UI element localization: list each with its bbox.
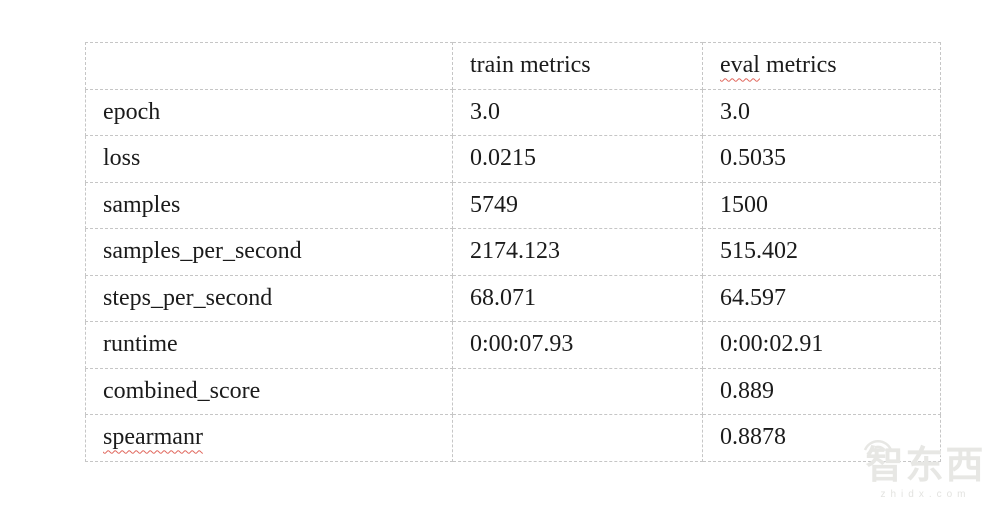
eval-value: 0.5035 <box>702 135 941 183</box>
table-row-runtime: runtime 0:00:07.93 0:00:02.91 <box>85 321 941 369</box>
watermark-site-text: zhidx.com <box>880 488 971 500</box>
header-eval-rest: metrics <box>759 52 837 79</box>
table-row-loss: loss 0.0215 0.5035 <box>85 135 941 183</box>
eval-value: 0.8878 <box>702 414 941 462</box>
train-value <box>452 414 703 462</box>
watermark-wifi-icon <box>863 440 893 452</box>
table-row-steps-per-second: steps_per_second 68.071 64.597 <box>85 274 941 322</box>
train-value: 68.071 <box>452 274 703 322</box>
watermark-logo-text: 智东西 <box>865 445 986 487</box>
header-empty-cell <box>85 42 453 90</box>
row-label: spearmanr <box>85 414 453 462</box>
header-eval-metrics: eval metrics <box>702 42 941 90</box>
metrics-table: train metrics eval metrics epoch 3.0 3.0… <box>85 42 941 462</box>
train-value: 0.0215 <box>452 135 703 183</box>
table-row-samples-per-second: samples_per_second 2174.123 515.402 <box>85 228 941 276</box>
row-label: runtime <box>85 321 453 369</box>
table-row-spearmanr: spearmanr 0.8878 <box>85 414 941 462</box>
train-value: 3.0 <box>452 88 703 136</box>
train-value: 0:00:07.93 <box>452 321 703 369</box>
table-row-samples: samples 5749 1500 <box>85 181 941 229</box>
header-train-metrics: train metrics <box>452 42 703 90</box>
table-header-row: train metrics eval metrics <box>85 42 941 90</box>
eval-value: 0:00:02.91 <box>702 321 941 369</box>
train-value: 2174.123 <box>452 228 703 276</box>
train-value <box>452 367 703 415</box>
header-eval-word: eval <box>720 52 760 79</box>
eval-value: 1500 <box>702 181 941 229</box>
row-label: samples_per_second <box>85 228 453 276</box>
eval-value: 515.402 <box>702 228 941 276</box>
spearmanr-label: spearmanr <box>103 424 203 451</box>
table-row-combined-score: combined_score 0.889 <box>85 367 941 415</box>
eval-value: 3.0 <box>702 88 941 136</box>
row-label: steps_per_second <box>85 274 453 322</box>
watermark: 智东西 zhidx.com <box>853 438 998 500</box>
row-label: samples <box>85 181 453 229</box>
eval-value: 64.597 <box>702 274 941 322</box>
table-row-epoch: epoch 3.0 3.0 <box>85 88 941 136</box>
row-label: loss <box>85 135 453 183</box>
eval-value: 0.889 <box>702 367 941 415</box>
train-value: 5749 <box>452 181 703 229</box>
row-label: combined_score <box>85 367 453 415</box>
row-label: epoch <box>85 88 453 136</box>
